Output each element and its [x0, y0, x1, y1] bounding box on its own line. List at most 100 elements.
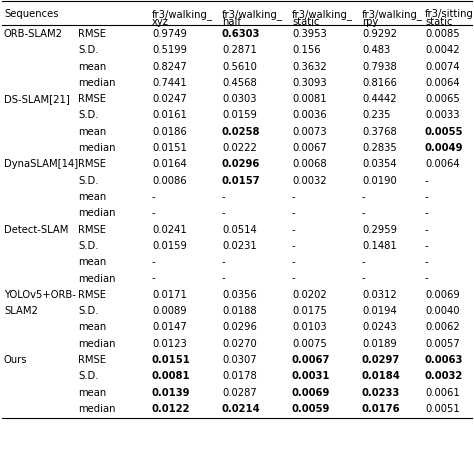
Text: S.D.: S.D. [78, 306, 99, 316]
Text: SLAM2: SLAM2 [4, 306, 38, 316]
Text: 0.0188: 0.0188 [222, 306, 256, 316]
Text: S.D.: S.D. [78, 241, 99, 251]
Text: Detect-SLAM: Detect-SLAM [4, 225, 68, 234]
Text: 0.0055: 0.0055 [425, 127, 464, 137]
Text: RMSE: RMSE [78, 225, 106, 234]
Text: 0.483: 0.483 [362, 45, 390, 55]
Text: 0.0049: 0.0049 [425, 143, 464, 153]
Text: mean: mean [78, 192, 106, 202]
Text: 0.0069: 0.0069 [292, 387, 330, 398]
Text: 0.4442: 0.4442 [362, 94, 397, 104]
Text: -: - [222, 192, 226, 202]
Text: mean: mean [78, 257, 106, 267]
Text: -: - [425, 274, 428, 284]
Text: 0.8166: 0.8166 [362, 78, 397, 88]
Text: 0.0081: 0.0081 [152, 371, 191, 381]
Text: 0.0307: 0.0307 [222, 355, 256, 365]
Text: RMSE: RMSE [78, 159, 106, 169]
Text: rpy: rpy [362, 17, 378, 27]
Text: 0.0064: 0.0064 [425, 78, 460, 88]
Text: 0.2835: 0.2835 [362, 143, 397, 153]
Text: 0.3768: 0.3768 [362, 127, 397, 137]
Text: 0.0081: 0.0081 [292, 94, 327, 104]
Text: 0.0214: 0.0214 [222, 404, 261, 414]
Text: median: median [78, 339, 116, 349]
Text: RMSE: RMSE [78, 29, 106, 39]
Text: 0.0073: 0.0073 [292, 127, 327, 137]
Text: 0.0222: 0.0222 [222, 143, 257, 153]
Text: 0.0040: 0.0040 [425, 306, 459, 316]
Text: 0.0069: 0.0069 [425, 290, 460, 300]
Text: 0.0065: 0.0065 [425, 94, 460, 104]
Text: 0.0032: 0.0032 [292, 176, 327, 186]
Text: -: - [152, 208, 155, 218]
Text: -: - [152, 274, 155, 284]
Text: 0.0123: 0.0123 [152, 339, 187, 349]
Text: 0.0190: 0.0190 [362, 176, 397, 186]
Text: 0.0059: 0.0059 [292, 404, 330, 414]
Text: 0.0194: 0.0194 [362, 306, 397, 316]
Text: 0.0032: 0.0032 [425, 371, 463, 381]
Text: 0.0151: 0.0151 [152, 355, 191, 365]
Text: -: - [152, 257, 155, 267]
Text: S.D.: S.D. [78, 111, 99, 121]
Text: mean: mean [78, 62, 106, 72]
Text: 0.3953: 0.3953 [292, 29, 327, 39]
Text: 0.0151: 0.0151 [152, 143, 187, 153]
Text: -: - [222, 257, 226, 267]
Text: 0.0042: 0.0042 [425, 45, 460, 55]
Text: -: - [362, 208, 365, 218]
Text: median: median [78, 143, 116, 153]
Text: 0.5199: 0.5199 [152, 45, 187, 55]
Text: 0.0089: 0.0089 [152, 306, 187, 316]
Text: S.D.: S.D. [78, 371, 99, 381]
Text: static: static [425, 17, 453, 27]
Text: 0.5610: 0.5610 [222, 62, 257, 72]
Text: -: - [152, 192, 155, 202]
Text: 0.0085: 0.0085 [425, 29, 460, 39]
Text: 0.0175: 0.0175 [292, 306, 327, 316]
Text: fr3/walking_: fr3/walking_ [152, 9, 213, 20]
Text: -: - [292, 225, 296, 234]
Text: 0.0057: 0.0057 [425, 339, 460, 349]
Text: 0.2959: 0.2959 [362, 225, 397, 234]
Text: RMSE: RMSE [78, 94, 106, 104]
Text: 0.0064: 0.0064 [425, 159, 460, 169]
Text: 0.0303: 0.0303 [222, 94, 256, 104]
Text: 0.9292: 0.9292 [362, 29, 397, 39]
Text: RMSE: RMSE [78, 290, 106, 300]
Text: -: - [425, 176, 428, 186]
Text: 0.0287: 0.0287 [222, 387, 257, 398]
Text: 0.0051: 0.0051 [425, 404, 460, 414]
Text: median: median [78, 78, 116, 88]
Text: 0.9749: 0.9749 [152, 29, 187, 39]
Text: 0.0159: 0.0159 [152, 241, 187, 251]
Text: -: - [425, 257, 428, 267]
Text: 0.0159: 0.0159 [222, 111, 257, 121]
Text: mean: mean [78, 322, 106, 333]
Text: 0.0036: 0.0036 [292, 111, 327, 121]
Text: -: - [292, 208, 296, 218]
Text: 0.0247: 0.0247 [152, 94, 187, 104]
Text: 0.7441: 0.7441 [152, 78, 187, 88]
Text: 0.0176: 0.0176 [362, 404, 401, 414]
Text: -: - [222, 208, 226, 218]
Text: 0.0202: 0.0202 [292, 290, 327, 300]
Text: 0.0186: 0.0186 [152, 127, 187, 137]
Text: 0.0270: 0.0270 [222, 339, 257, 349]
Text: 0.1481: 0.1481 [362, 241, 397, 251]
Text: 0.0164: 0.0164 [152, 159, 187, 169]
Text: 0.6303: 0.6303 [222, 29, 260, 39]
Text: 0.0139: 0.0139 [152, 387, 191, 398]
Text: 0.0068: 0.0068 [292, 159, 327, 169]
Text: 0.0296: 0.0296 [222, 322, 257, 333]
Text: 0.3093: 0.3093 [292, 78, 327, 88]
Text: xyz: xyz [152, 17, 169, 27]
Text: fr3/walking_: fr3/walking_ [292, 9, 353, 20]
Text: YOLOv5+ORB-: YOLOv5+ORB- [4, 290, 76, 300]
Text: 0.0189: 0.0189 [362, 339, 397, 349]
Text: 0.4568: 0.4568 [222, 78, 257, 88]
Text: 0.0033: 0.0033 [425, 111, 459, 121]
Text: mean: mean [78, 387, 106, 398]
Text: median: median [78, 274, 116, 284]
